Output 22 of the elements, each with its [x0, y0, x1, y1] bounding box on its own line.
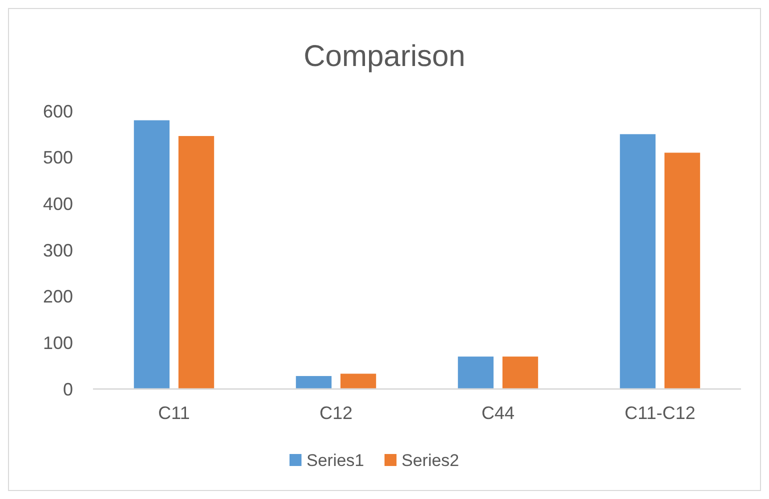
legend-label: Series2: [402, 450, 460, 470]
x-tick-label: C12: [319, 403, 353, 423]
x-tick-label: C11-C12: [624, 403, 696, 423]
y-tick-label: 600: [42, 101, 73, 122]
y-tick-label: 100: [42, 332, 73, 353]
bar: [296, 376, 332, 389]
y-tick-label: 400: [42, 194, 73, 214]
y-tick-label: 200: [42, 286, 73, 307]
bar: [178, 136, 214, 389]
y-tick-label: 0: [62, 379, 73, 400]
y-tick-label: 300: [42, 240, 73, 260]
bar: [502, 356, 538, 389]
bar: [458, 356, 494, 389]
x-tick-label: C11: [158, 403, 190, 423]
bar: [620, 134, 656, 389]
x-tick-label: C44: [481, 403, 515, 423]
bar: [134, 120, 170, 389]
bar: [664, 152, 700, 389]
bar: [340, 374, 376, 389]
chart-title: Comparison: [304, 40, 466, 73]
legend-label: Series1: [306, 450, 364, 470]
y-tick-label: 500: [42, 148, 73, 168]
